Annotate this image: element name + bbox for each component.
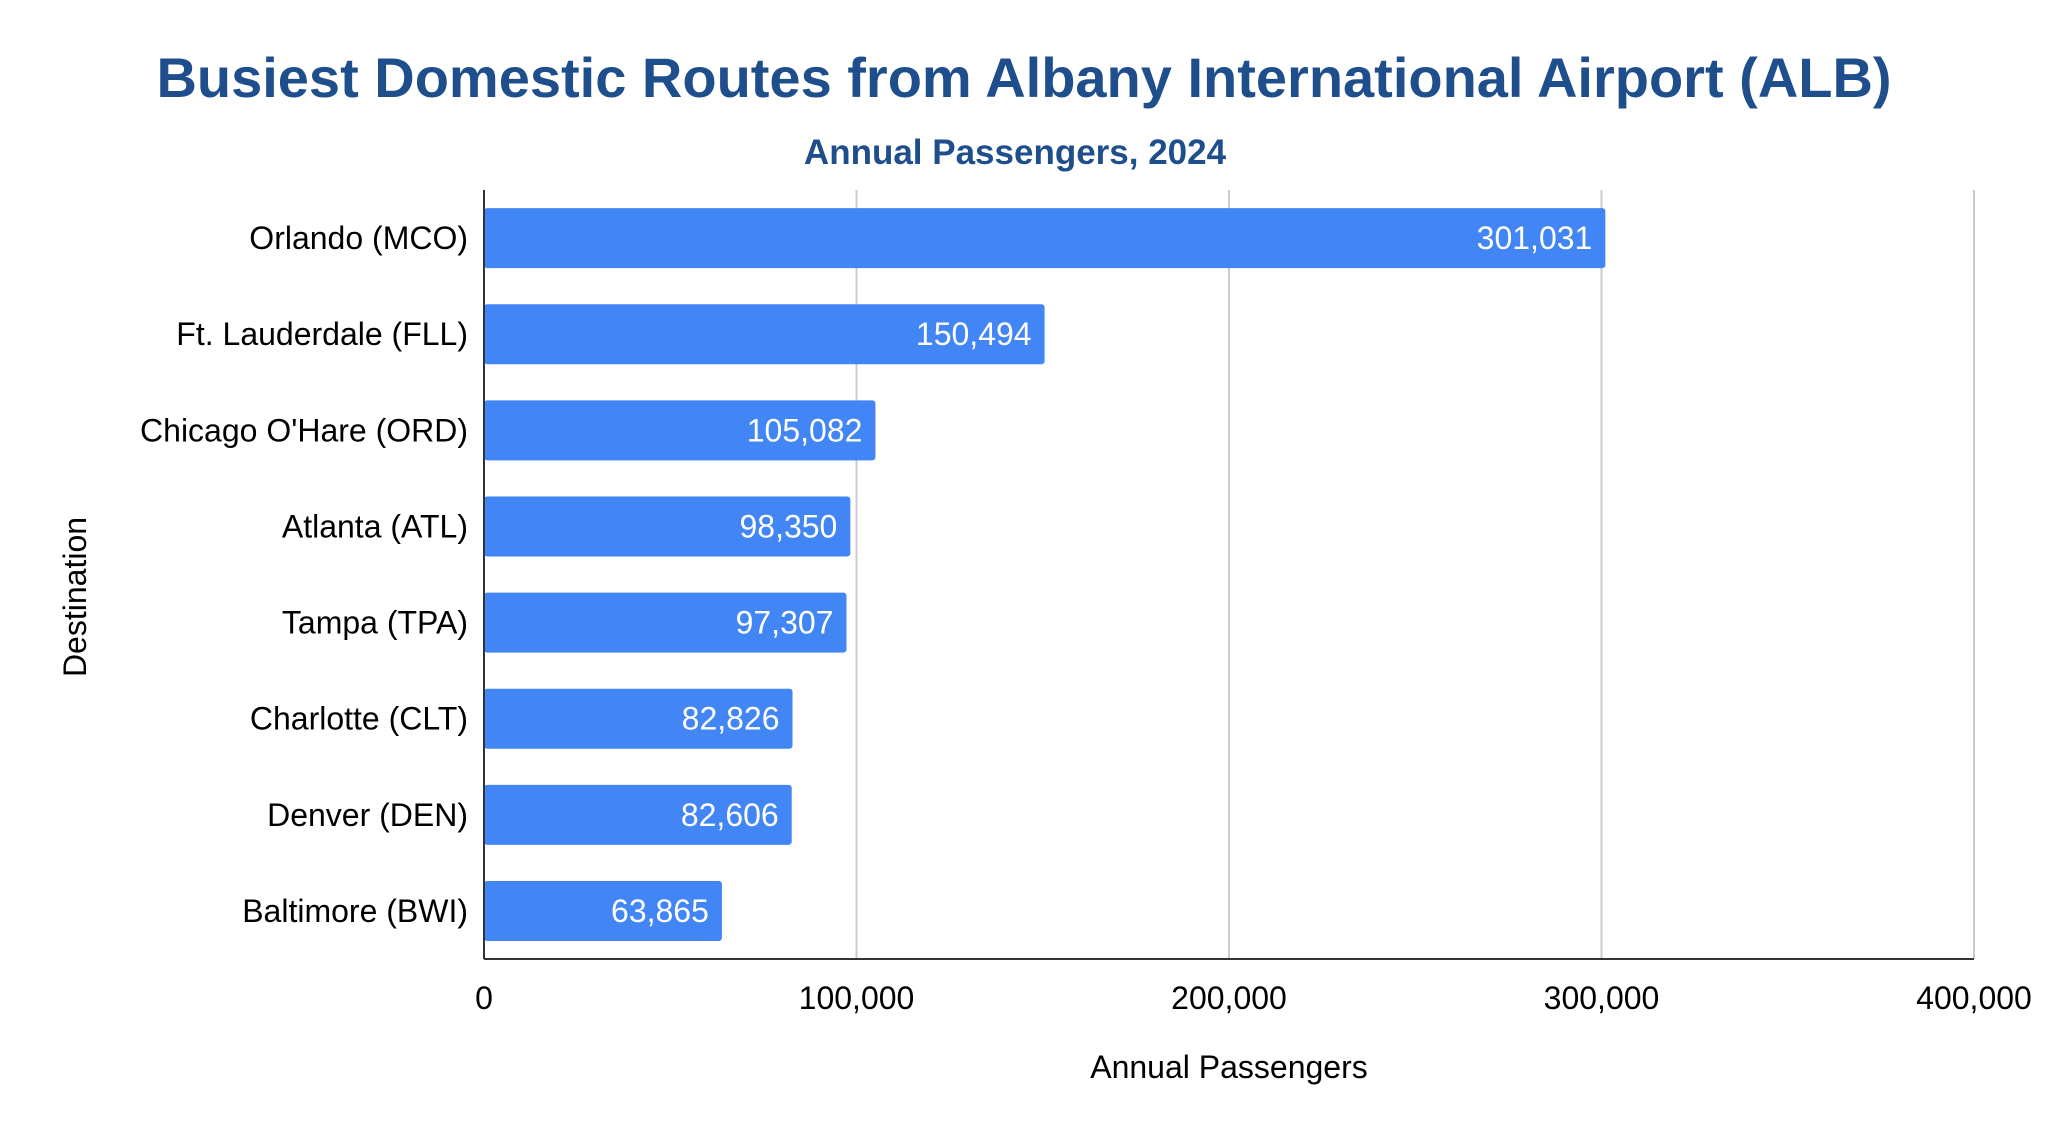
bars [484,208,1606,941]
x-tick-label: 200,000 [1171,980,1287,1016]
data-label: 98,350 [739,508,837,544]
bar [484,784,792,845]
chart-title: Busiest Domestic Routes from Albany Inte… [156,46,1891,109]
bar [484,400,876,461]
bar [484,592,847,653]
bar [484,496,851,557]
x-tick-label: 0 [475,980,493,1016]
axes [483,190,1974,960]
bar [484,880,722,941]
data-label: 63,865 [611,893,709,929]
data-label: 97,307 [736,605,834,641]
category-label: Ft. Lauderdale (FLL) [176,316,468,352]
data-label: 82,606 [681,797,779,833]
x-tick-label: 300,000 [1544,980,1660,1016]
y-axis-title: Destination [57,517,93,677]
bar [484,304,1045,365]
category-label: Atlanta (ATL) [282,508,468,544]
category-label: Denver (DEN) [267,797,468,833]
category-label: Orlando (MCO) [249,220,468,256]
x-tick-label: 400,000 [1916,980,2032,1016]
category-label: Chicago O'Hare (ORD) [140,412,468,448]
bar [484,208,1606,269]
data-label: 301,031 [1477,220,1593,256]
chart-subtitle: Annual Passengers, 2024 [804,133,1227,172]
data-labels: 301,031 150,494 105,082 98,350 97,307 82,826 8… [611,220,1592,929]
category-label: Tampa (TPA) [282,605,468,641]
data-label: 82,826 [682,701,780,737]
x-axis-title: Annual Passengers [1090,1049,1368,1085]
data-label: 105,082 [747,412,863,448]
x-tick-label: 100,000 [799,980,915,1016]
category-label: Baltimore (BWI) [242,893,468,929]
gridlines [855,190,1975,959]
category-label: Charlotte (CLT) [250,701,468,737]
x-tick-labels: 0 100,000 200,000 300,000 400,000 [475,980,2032,1016]
bar [484,688,793,749]
category-labels: Orlando (MCO) Ft. Lauderdale (FLL) Chicago… [140,220,468,929]
data-label: 150,494 [916,316,1032,352]
